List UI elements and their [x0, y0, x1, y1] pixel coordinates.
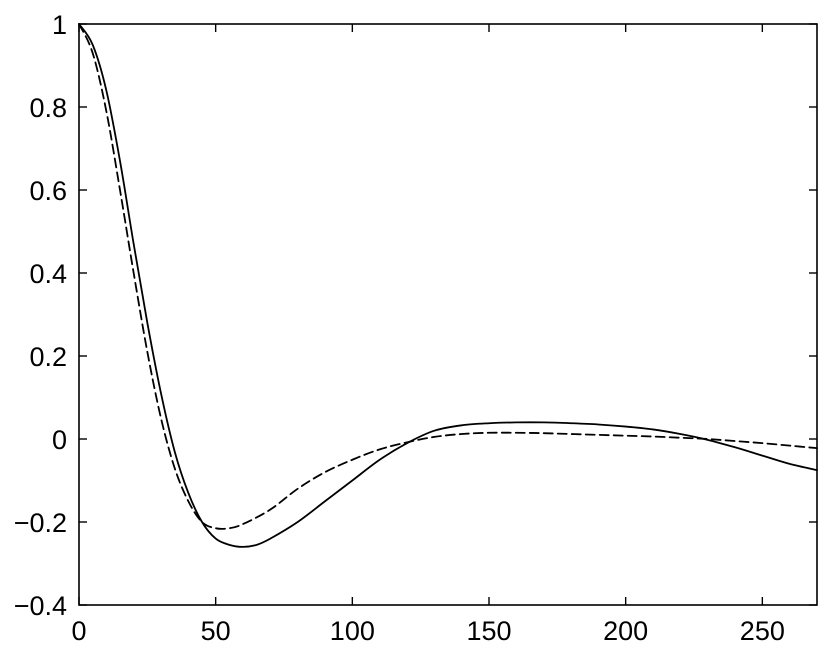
x-tick-label: 0 [71, 616, 86, 646]
plot-border [78, 23, 818, 606]
x-tick-label: 200 [603, 616, 648, 646]
plot-frame [78, 23, 818, 606]
y-tick-label: 1 [52, 10, 67, 40]
solid-series-line [78, 23, 818, 548]
x-tick-label: 250 [740, 616, 785, 646]
y-axis: −0.4 −0.2 0 0.2 0.4 0.6 0.8 1 [14, 10, 817, 621]
x-tick-label: 50 [201, 616, 231, 646]
y-tick-label: 0.2 [29, 342, 67, 372]
y-tick-label: 0.8 [29, 93, 67, 123]
x-axis: 0 50 100 150 200 250 [71, 24, 785, 646]
x-tick-label: 150 [466, 616, 511, 646]
y-tick-label: 0.4 [29, 259, 67, 289]
y-tick-label: −0.4 [14, 591, 67, 621]
x-tick-label: 100 [330, 616, 375, 646]
series-group [78, 23, 818, 548]
y-tick-label: 0 [52, 425, 67, 455]
dashed-series-line [78, 23, 818, 530]
y-tick-label: −0.2 [14, 508, 67, 538]
y-tick-label: 0.6 [29, 176, 67, 206]
